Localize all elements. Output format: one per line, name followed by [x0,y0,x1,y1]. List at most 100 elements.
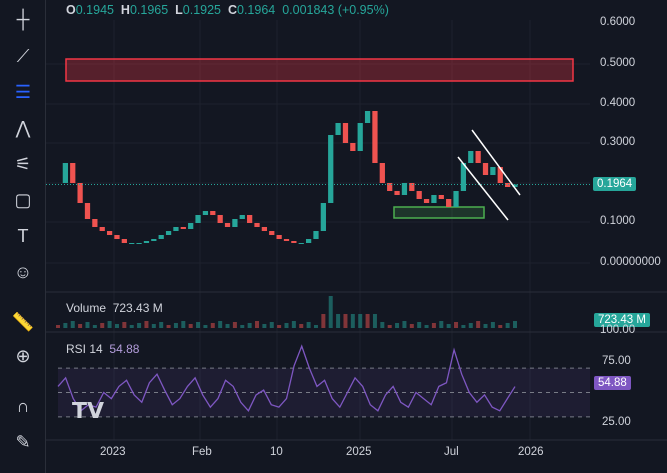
magnet-icon[interactable]: ∩ [16,395,30,416]
rsi-value: 54.88 [109,342,140,356]
candle [99,227,105,231]
volume-bar [203,325,208,328]
trend-line-upper [471,129,521,196]
volume-bar [417,322,422,328]
time-axis-label: 10 [270,446,283,458]
candle [151,239,157,241]
drawing-toolbar: ┼ ⟋ ☰ ⋀ ⚟ ▢ T ☺ 📏 ⊕ ∩ ✎ [0,0,46,473]
volume-bar [240,325,245,328]
volume-bar [446,324,451,328]
candle [512,184,518,187]
volume-value: 723.43 M [112,301,163,315]
fib-retracement-icon[interactable]: ☰ [14,81,32,102]
volume-bar [321,314,326,328]
price-axis-label: 0.1000 [600,215,636,227]
candle [106,231,113,235]
rectangle-icon[interactable]: ▢ [14,189,32,210]
candle [165,231,172,235]
volume-bar [498,325,503,328]
candle [114,235,120,239]
time-axis-label: 2025 [346,446,372,458]
volume-bar [107,321,112,328]
volume-bar [151,324,156,328]
volume-bar [92,325,97,328]
candle [505,183,511,187]
volume-bar [225,324,230,328]
rsi-pane-title: RSI 14 54.88 [66,342,139,356]
emoji-icon[interactable]: ☺ [13,261,33,282]
ruler-icon[interactable]: 📏 [11,311,35,332]
candle [468,151,474,163]
high-label: H [120,3,130,17]
volume-bar [210,323,215,328]
price-axis-label: 0.6000 [600,16,636,28]
candle [335,123,341,135]
volume-bar [137,323,142,328]
candle [387,183,393,191]
volume-bar [232,322,237,328]
volume-bar [365,314,370,328]
candle [475,151,481,163]
candle [460,163,467,191]
volume-bar [196,322,201,328]
volume-bar [336,314,341,328]
candle [143,241,150,243]
candle [195,215,201,223]
candle [431,195,437,203]
candle [129,243,135,244]
volume-bar [78,324,83,328]
trend-line-icon[interactable]: ⟋ [16,45,30,66]
candle [239,215,245,219]
volume-bar [85,322,90,328]
volume-bar [513,321,517,328]
candle [379,163,385,183]
candle [350,143,356,151]
candle [247,215,253,223]
zoom-in-icon[interactable]: ⊕ [15,345,31,366]
candle [490,167,496,175]
price-axis-label: 0.5000 [600,57,636,69]
candle [276,235,282,239]
candle [70,163,76,183]
resistance-zone-rectangle [65,58,574,82]
rsi-badge: 54.88 [594,376,631,390]
lock-icon[interactable]: ✎ [15,431,31,452]
volume-bar [490,322,495,328]
candle [438,195,444,199]
candle [232,219,238,227]
candle [224,223,231,227]
rsi-label: RSI [66,342,87,356]
rsi-length: 14 [89,342,103,356]
volume-bar [247,323,252,328]
price-axis-label: 0.4000 [600,97,636,109]
pattern-icon[interactable]: ⋀ [15,117,31,138]
volume-bar [166,325,171,328]
open-label: O [66,3,76,17]
volume-bar [439,321,444,328]
volume-bar [454,322,459,328]
volume-bar [277,325,282,328]
volume-bar [159,322,164,328]
text-icon[interactable]: T [17,225,29,246]
volume-bar [173,323,178,328]
candle [357,123,363,151]
candle [364,111,371,123]
volume-bar [56,325,60,328]
volume-bar [328,296,333,328]
close-label: C [227,3,237,17]
close-value: 0.1964 [237,3,276,17]
volume-bar [395,323,400,328]
candle [121,239,127,243]
candle [328,135,334,203]
rsi-axis-100: 100.00 [600,324,636,336]
prediction-icon[interactable]: ⚟ [14,153,32,174]
volume-badge: 723.43 M [594,313,650,327]
candle [136,243,142,244]
candle [269,231,275,235]
price-axis-label: 0.00000000 [600,256,661,268]
tradingview-logo[interactable]: 𝗧𝗩 [72,398,105,423]
support-zone-rectangle [393,206,485,219]
crosshair-icon[interactable]: ┼ [16,8,30,29]
candle [298,243,304,244]
